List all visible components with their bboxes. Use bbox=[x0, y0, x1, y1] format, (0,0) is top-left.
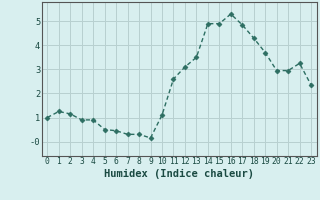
X-axis label: Humidex (Indice chaleur): Humidex (Indice chaleur) bbox=[104, 169, 254, 179]
